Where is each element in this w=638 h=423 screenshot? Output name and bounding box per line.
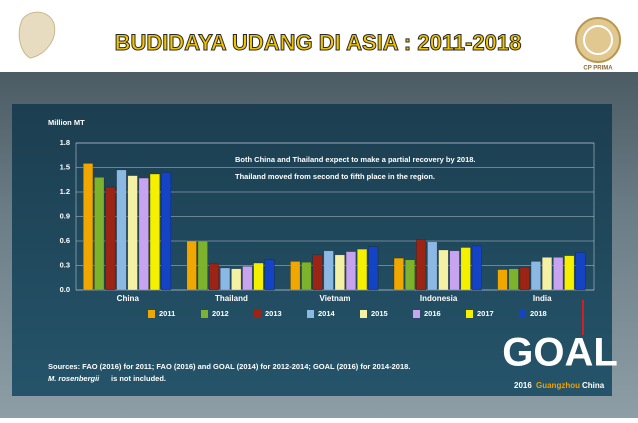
- goal-logo-name: GOAL: [502, 331, 618, 375]
- bar: [471, 245, 482, 291]
- bar: [94, 177, 105, 291]
- legend-label: 2015: [371, 309, 388, 318]
- bar: [404, 259, 416, 291]
- bar: [83, 163, 94, 291]
- x-tick-label: India: [533, 294, 552, 303]
- legend-swatch: [413, 310, 420, 318]
- bar: [186, 240, 197, 291]
- x-tick-label: Indonesia: [420, 294, 458, 303]
- bar: [438, 249, 449, 291]
- legend-swatch: [307, 310, 314, 318]
- legend-swatch: [148, 310, 155, 318]
- y-tick-label: 0.3: [60, 260, 70, 269]
- bar: [460, 247, 471, 291]
- bar: [264, 259, 275, 291]
- goal-logo-year: 2016: [514, 381, 532, 390]
- bar: [449, 250, 460, 291]
- species-note: is not included.: [111, 374, 166, 383]
- bar: [242, 266, 253, 291]
- bar: [541, 257, 553, 291]
- bar: [105, 186, 116, 291]
- legend-label: 2016: [424, 309, 441, 318]
- y-axis-label: Million MT: [48, 118, 85, 127]
- bar: [368, 246, 379, 291]
- bar: [345, 251, 357, 291]
- bar: [197, 240, 208, 291]
- legend-swatch: [360, 310, 367, 318]
- header-band: [0, 0, 638, 72]
- slide-title: BUDIDAYA UDANG DI ASIA : 2011-2018: [115, 30, 522, 55]
- y-tick-label: 0.6: [60, 236, 70, 245]
- y-tick-label: 1.5: [60, 162, 70, 171]
- y-tick-label: 0.0: [60, 285, 70, 294]
- y-tick-label: 0.9: [60, 211, 70, 220]
- bar: [138, 177, 149, 291]
- bar: [393, 257, 404, 291]
- legend-label: 2017: [477, 309, 494, 318]
- x-tick-label: Thailand: [215, 294, 248, 303]
- bar: [416, 239, 427, 291]
- bar: [553, 257, 564, 291]
- annotation: Thailand moved from second to fifth plac…: [235, 172, 435, 181]
- bar: [564, 255, 575, 291]
- bar: [208, 263, 220, 291]
- plot: 0.0 0.3 0.6 0.9 1.2 1.5 1.8 China Thailand Vietna…: [60, 138, 595, 318]
- bar: [334, 254, 345, 291]
- left-logo: [18, 11, 56, 59]
- bar: [116, 169, 127, 291]
- bar: [427, 241, 438, 291]
- bar: [323, 250, 334, 291]
- bar: [575, 252, 586, 291]
- bar: [220, 267, 231, 291]
- legend-swatch: [519, 310, 526, 318]
- bar: [530, 261, 541, 291]
- legend-swatch: [201, 310, 208, 318]
- goal-logo-country: China: [582, 381, 605, 390]
- bar: [312, 254, 323, 291]
- bar: [357, 248, 368, 291]
- legend-label: 2018: [530, 309, 547, 318]
- bar: [497, 269, 508, 291]
- bar: [290, 261, 301, 291]
- bar: [508, 268, 519, 291]
- y-tick-label: 1.8: [60, 138, 70, 147]
- x-tick-label: Vietnam: [320, 294, 351, 303]
- goal-logo-city: Guangzhou: [536, 381, 580, 390]
- right-logo: CP PRIMA: [575, 17, 621, 72]
- bar: [301, 261, 312, 291]
- y-tick-label: 1.2: [60, 187, 70, 196]
- species-note: M. rosenbergii: [48, 374, 100, 383]
- bar: [149, 173, 160, 291]
- logo-text: CP PRIMA: [583, 66, 613, 72]
- legend-label: 2012: [212, 309, 229, 318]
- goal-logo: GOAL 2016 Guangzhou China: [502, 300, 618, 390]
- bar: [231, 268, 242, 291]
- legend-label: 2013: [265, 309, 282, 318]
- x-tick-label: China: [117, 294, 140, 303]
- legend-swatch: [254, 310, 261, 318]
- bar: [253, 262, 264, 291]
- bar: [519, 266, 530, 291]
- bar: [127, 175, 138, 291]
- legend-label: 2014: [318, 309, 336, 318]
- annotation: Both China and Thailand expect to make a…: [235, 155, 476, 164]
- sources: Sources: FAO (2016) for 2011; FAO (2016)…: [48, 362, 410, 371]
- legend-label: 2011: [159, 309, 175, 318]
- legend-swatch: [466, 310, 473, 318]
- bar: [160, 172, 172, 291]
